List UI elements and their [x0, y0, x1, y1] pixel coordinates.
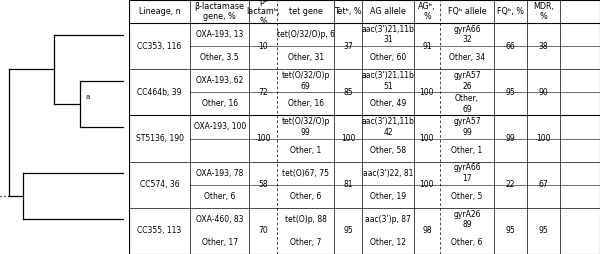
Text: gyrA57
99: gyrA57 99 — [453, 117, 481, 137]
Text: CC574, 36: CC574, 36 — [140, 180, 179, 189]
Text: Other, 6: Other, 6 — [290, 192, 322, 201]
Text: aac(3')21,11b
31: aac(3')21,11b 31 — [362, 25, 415, 44]
Text: 37: 37 — [343, 42, 353, 51]
Text: 90: 90 — [539, 88, 548, 97]
Text: tet(O/32/O)p
99: tet(O/32/O)p 99 — [281, 117, 330, 137]
Text: Other, 16: Other, 16 — [202, 99, 238, 108]
Text: tet(O/32/O)p, 6: tet(O/32/O)p, 6 — [277, 30, 335, 39]
Text: Other, 31: Other, 31 — [287, 53, 323, 62]
Text: Other,
69: Other, 69 — [455, 94, 479, 114]
Text: gyrA57
26: gyrA57 26 — [453, 71, 481, 90]
Text: 85: 85 — [343, 88, 353, 97]
Text: 91: 91 — [422, 42, 432, 51]
Text: 81: 81 — [343, 180, 353, 189]
Text: 67: 67 — [539, 180, 548, 189]
Text: FQᵇ allele: FQᵇ allele — [448, 7, 486, 16]
Text: MDR,
%: MDR, % — [533, 2, 554, 21]
Text: tet(O/32/O)p
69: tet(O/32/O)p 69 — [281, 71, 330, 90]
Text: 100: 100 — [341, 134, 355, 143]
Text: 10: 10 — [259, 42, 268, 51]
Text: 66: 66 — [506, 42, 515, 51]
Text: AG allele: AG allele — [370, 7, 406, 16]
Text: Other, 58: Other, 58 — [370, 146, 406, 155]
Text: Other, 12: Other, 12 — [370, 238, 406, 247]
Text: β-lactamase
gene, %: β-lactamase gene, % — [194, 2, 245, 21]
Text: OXA-193, 100: OXA-193, 100 — [194, 122, 246, 132]
Text: Other, 7: Other, 7 — [290, 238, 322, 247]
Text: 100: 100 — [536, 134, 551, 143]
Text: Tetᵇ, %: Tetᵇ, % — [334, 7, 362, 16]
Text: FQᵇ, %: FQᵇ, % — [497, 7, 524, 16]
Text: tet(O)67, 75: tet(O)67, 75 — [282, 169, 329, 178]
Text: OXA-460, 83: OXA-460, 83 — [196, 215, 244, 224]
Text: Other, 6: Other, 6 — [204, 192, 235, 201]
Text: 98: 98 — [422, 226, 432, 235]
Text: CC355, 113: CC355, 113 — [137, 226, 182, 235]
Text: Other, 5: Other, 5 — [451, 192, 482, 201]
Text: 100: 100 — [419, 180, 434, 189]
Text: CC353, 116: CC353, 116 — [137, 42, 182, 51]
Text: 58: 58 — [259, 180, 268, 189]
Text: Other, 3.5: Other, 3.5 — [200, 53, 239, 62]
Text: 70: 70 — [259, 226, 268, 235]
Text: OXA-193, 13: OXA-193, 13 — [196, 30, 244, 39]
Text: 95: 95 — [506, 88, 515, 97]
Text: Other, 16: Other, 16 — [287, 99, 323, 108]
Text: OXA-193, 62: OXA-193, 62 — [196, 76, 244, 85]
Text: Other, 49: Other, 49 — [370, 99, 406, 108]
Text: 95: 95 — [506, 226, 515, 235]
Text: 22: 22 — [506, 180, 515, 189]
Text: Other, 34: Other, 34 — [449, 53, 485, 62]
Text: 72: 72 — [259, 88, 268, 97]
Text: OXA-193, 78: OXA-193, 78 — [196, 169, 244, 178]
Text: a: a — [85, 94, 89, 100]
Text: Other, 17: Other, 17 — [202, 238, 238, 247]
Text: 95: 95 — [343, 226, 353, 235]
Text: 95: 95 — [539, 226, 548, 235]
Text: aac(3')p, 87: aac(3')p, 87 — [365, 215, 411, 224]
Text: gyrA66
17: gyrA66 17 — [453, 164, 481, 183]
Text: tet(O)p, 88: tet(O)p, 88 — [284, 215, 326, 224]
Text: Other, 1: Other, 1 — [290, 146, 321, 155]
Text: aac(3')21,11b
42: aac(3')21,11b 42 — [362, 117, 415, 137]
Text: Other, 1: Other, 1 — [451, 146, 482, 155]
Text: gyrA66
32: gyrA66 32 — [453, 25, 481, 44]
Text: tet gene: tet gene — [289, 7, 323, 16]
Text: ST5136, 190: ST5136, 190 — [136, 134, 184, 143]
Text: 100: 100 — [256, 134, 271, 143]
Text: Other, 6: Other, 6 — [451, 238, 482, 247]
Text: CC464b, 39: CC464b, 39 — [137, 88, 182, 97]
Text: 100: 100 — [419, 134, 434, 143]
Text: AGᵇ,
%: AGᵇ, % — [418, 2, 436, 21]
Text: Other, 19: Other, 19 — [370, 192, 406, 201]
Text: 99: 99 — [506, 134, 515, 143]
Text: aac(3')22, 81: aac(3')22, 81 — [363, 169, 413, 178]
Text: β-
lactamᵇ,
%: β- lactamᵇ, % — [247, 0, 280, 26]
Text: aac(3')21,11b
51: aac(3')21,11b 51 — [362, 71, 415, 90]
Text: Other, 60: Other, 60 — [370, 53, 406, 62]
Text: 100: 100 — [419, 88, 434, 97]
Text: gyrA26
89: gyrA26 89 — [453, 210, 481, 229]
Text: 38: 38 — [539, 42, 548, 51]
Text: Lineage, n: Lineage, n — [139, 7, 181, 16]
